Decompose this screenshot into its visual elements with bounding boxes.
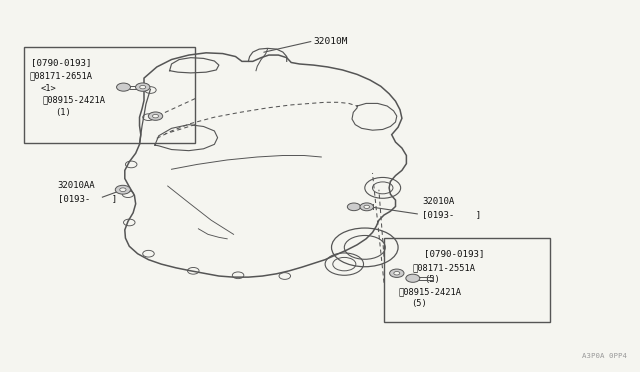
Text: A3P0A 0PP4: A3P0A 0PP4 <box>582 353 627 359</box>
Circle shape <box>116 83 131 91</box>
Circle shape <box>136 83 150 91</box>
Text: [0790-0193]: [0790-0193] <box>424 249 484 258</box>
Circle shape <box>120 188 126 192</box>
Text: [0790-0193]: [0790-0193] <box>31 58 92 67</box>
Circle shape <box>394 272 400 275</box>
Text: Ⓦ08915-2421A: Ⓦ08915-2421A <box>42 96 105 105</box>
Circle shape <box>140 86 146 89</box>
Text: <1>: <1> <box>40 84 56 93</box>
Text: (1): (1) <box>55 108 71 117</box>
Circle shape <box>148 112 163 120</box>
Text: Ⓑ08171-2651A: Ⓑ08171-2651A <box>29 72 92 81</box>
Bar <box>24 46 195 143</box>
Text: (5): (5) <box>411 299 427 308</box>
Circle shape <box>348 203 360 211</box>
Circle shape <box>360 203 374 211</box>
Text: [0193-    ]: [0193- ] <box>58 194 116 203</box>
Text: (5): (5) <box>424 275 440 284</box>
Circle shape <box>115 185 131 194</box>
Text: [0193-    ]: [0193- ] <box>422 211 481 219</box>
Text: Ⓦ08915-2421A: Ⓦ08915-2421A <box>398 287 461 296</box>
Bar <box>384 238 550 322</box>
Text: 32010A: 32010A <box>422 198 454 206</box>
Circle shape <box>152 115 159 118</box>
Text: Ⓑ08171-2551A: Ⓑ08171-2551A <box>413 263 476 272</box>
Text: 32010M: 32010M <box>314 37 348 46</box>
Circle shape <box>364 205 369 208</box>
Circle shape <box>406 274 420 282</box>
Circle shape <box>390 269 404 278</box>
Text: 32010AA: 32010AA <box>58 181 95 190</box>
